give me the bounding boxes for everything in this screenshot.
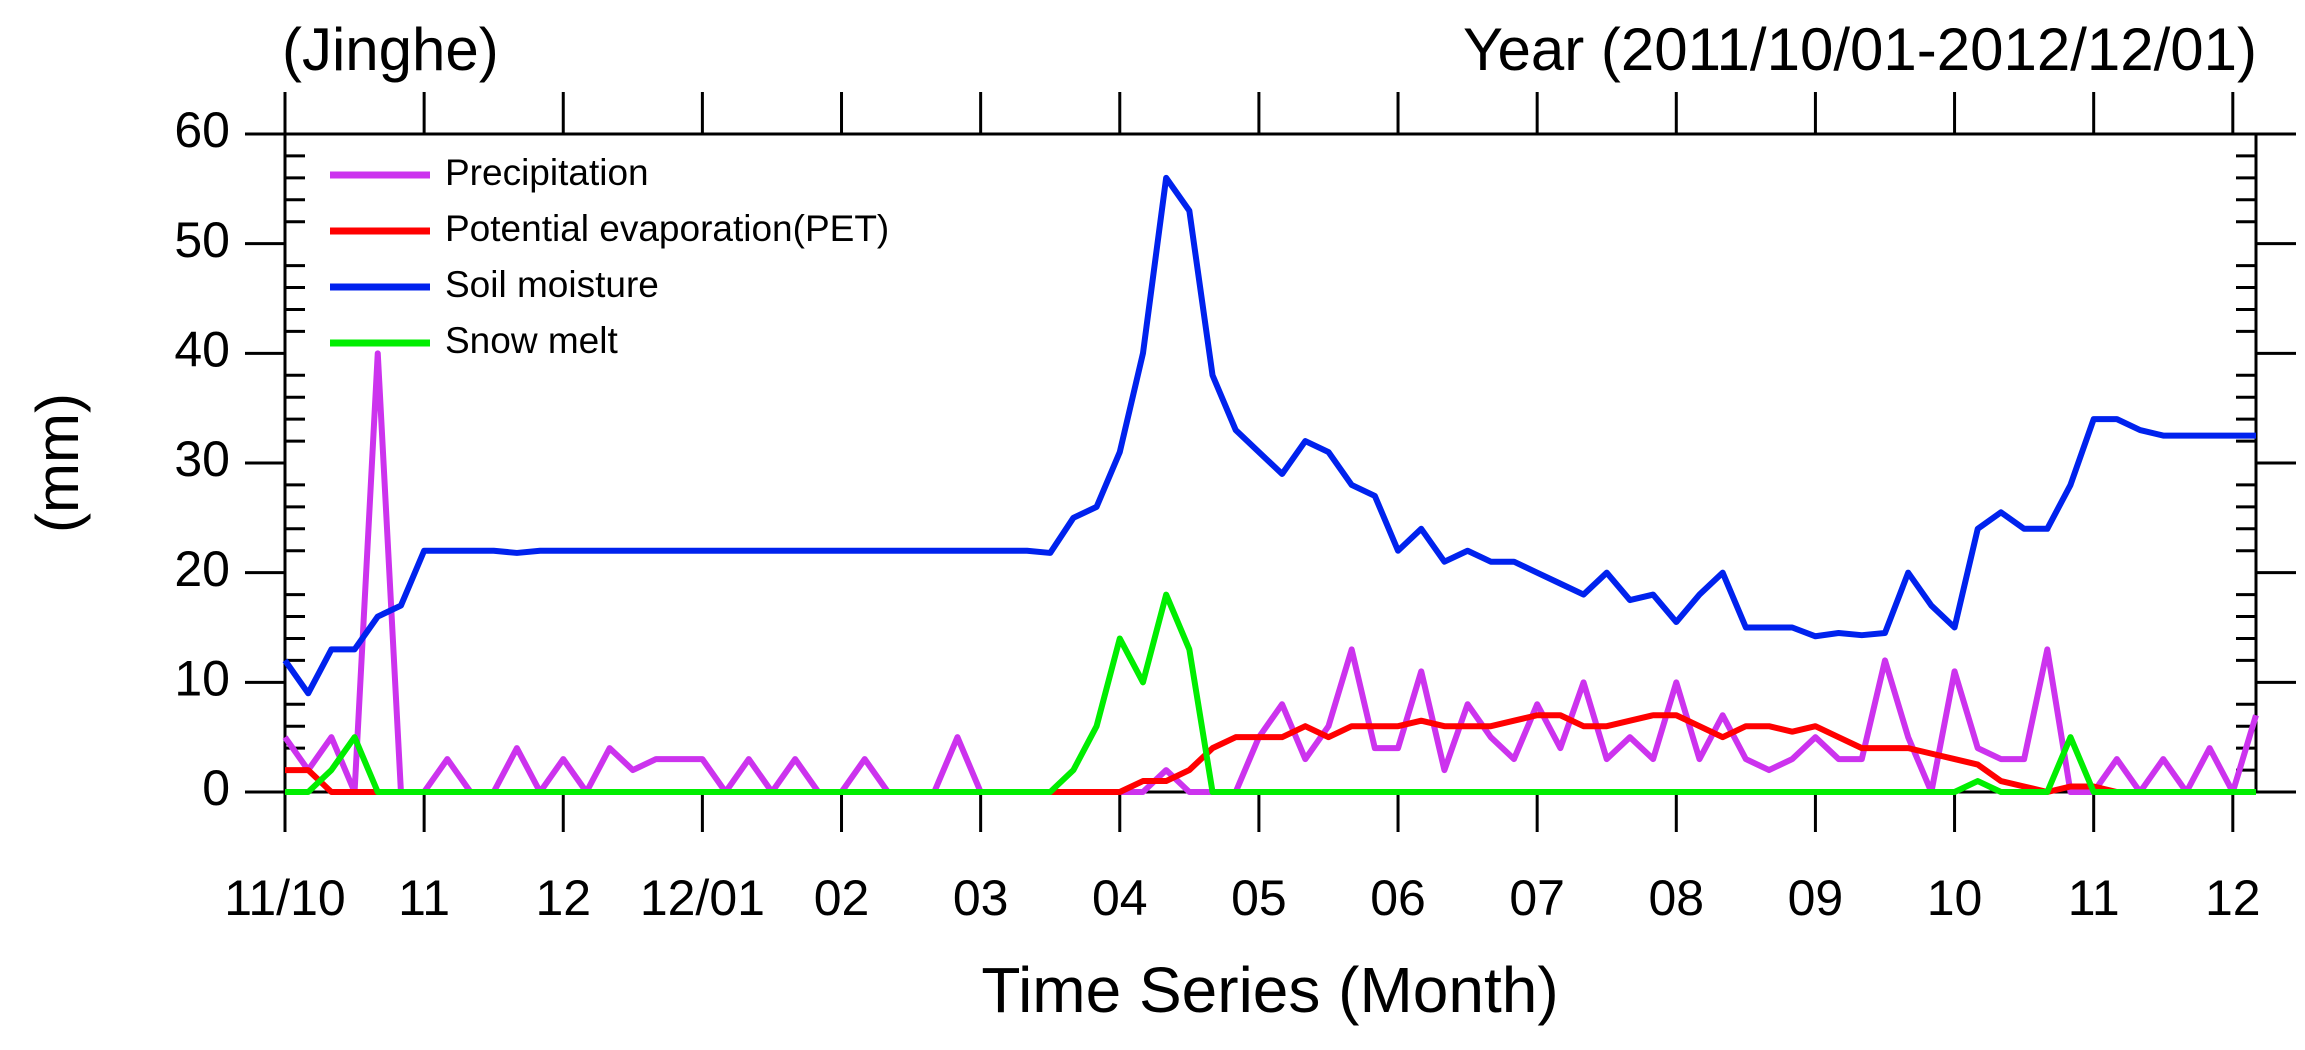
legend-label: Soil moisture (445, 264, 659, 305)
y-axis-label: (mm) (24, 393, 91, 533)
x-tick-label: 12/01 (640, 870, 765, 926)
x-axis-label: Time Series (Month) (981, 954, 1558, 1026)
x-tick-label: 11 (398, 870, 450, 926)
y-tick-label: 0 (202, 760, 230, 816)
series-line (285, 591, 2256, 795)
x-tick-label: 07 (1509, 870, 1565, 926)
x-tick-label: 10 (1927, 870, 1983, 926)
x-tick-label: 04 (1092, 870, 1148, 926)
x-tick-label: 11 (2068, 870, 2120, 926)
y-tick-label: 20 (174, 541, 230, 597)
legend-label: Precipitation (445, 152, 649, 193)
x-tick-label: 06 (1370, 870, 1426, 926)
title-left: (Jinghe) (282, 16, 499, 83)
x-tick-label: 09 (1788, 870, 1844, 926)
x-tick-label: 12 (2205, 870, 2261, 926)
y-tick-label: 30 (174, 431, 230, 487)
series-line (282, 350, 2259, 795)
x-tick-label: 11/10 (224, 870, 345, 926)
title-right: Year (2011/10/01-2012/12/01) (1463, 16, 2257, 83)
legend-label: Snow melt (445, 320, 618, 361)
legend-label: Potential evaporation(PET) (445, 208, 889, 249)
y-tick-label: 40 (174, 322, 230, 378)
x-tick-label: 02 (814, 870, 870, 926)
y-tick-label: 10 (174, 651, 230, 707)
y-tick-label: 60 (174, 102, 230, 158)
x-tick-label: 12 (535, 870, 591, 926)
y-tick-label: 50 (174, 212, 230, 268)
x-tick-label: 05 (1231, 870, 1287, 926)
x-tick-label: 08 (1648, 870, 1704, 926)
x-tick-label: 03 (953, 870, 1009, 926)
series-line (282, 174, 2256, 697)
